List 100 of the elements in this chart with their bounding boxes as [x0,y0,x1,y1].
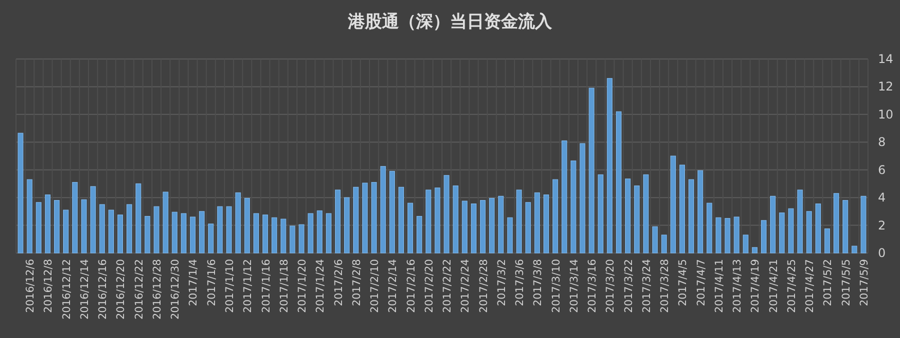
bar [806,211,812,254]
bar [470,204,477,254]
x-tick-label: 2017/1/24 [314,258,327,313]
x-tick-label: 2017/3/2 [496,259,508,306]
bar [516,190,522,254]
bar [326,213,332,254]
x-tick-label: 2017/5/5 [840,259,852,306]
bar [280,218,286,254]
bar [416,216,422,254]
bar [598,174,604,254]
bar [407,202,414,254]
bar [444,175,450,254]
bar [362,182,368,254]
bar [72,182,78,254]
x-tick-label: 2017/1/16 [260,258,272,313]
bar [180,213,186,254]
bar [679,164,685,254]
x-tick-label: 2017/2/10 [369,259,382,313]
x-tick-label: 2017/4/25 [786,259,798,313]
y-tick-label: 8 [878,135,886,150]
bar [54,200,60,254]
bar [489,198,495,254]
bar [606,78,612,254]
bar [208,224,214,254]
bar [562,140,568,254]
bar [126,204,132,254]
bar [334,190,341,254]
y-tick-label: 6 [878,162,886,177]
bar [815,204,821,254]
x-tick-label: 2017/1/18 [278,259,290,313]
bar [99,204,105,254]
bar [752,247,758,254]
bar [588,88,594,254]
bar [634,185,640,254]
x-tick-label: 2017/3/8 [532,259,544,306]
bar [498,196,504,254]
bar [625,178,631,254]
bar [760,220,767,254]
x-tick-label: 2017/4/7 [695,259,708,306]
bar [698,170,704,254]
bar [190,216,196,254]
bar [570,160,576,254]
x-tick-label: 2017/1/4 [188,258,200,306]
bar [706,202,712,254]
bar [217,206,223,254]
bar [308,213,314,254]
x-tick-label: 2017/3/10 [550,259,562,313]
x-tick-label: 2017/2/28 [478,259,490,313]
bar [253,213,259,254]
bar [842,200,848,254]
x-tick-label: 2017/2/20 [423,259,436,313]
x-tick-label: 2017/4/11 [713,259,726,313]
x-tick-label: 2017/3/16 [586,258,599,313]
bar [652,226,658,254]
x-tick-label: 2017/3/14 [568,258,580,313]
bar [235,192,241,254]
bar [244,198,250,254]
bar [144,216,150,254]
x-tick-label: 2017/2/6 [332,258,345,306]
bar [26,179,32,254]
x-tick-label: 2017/4/5 [677,259,690,306]
bar [226,206,232,254]
bar [779,212,785,254]
y-tick-label: 12 [878,80,894,94]
bar [353,186,359,254]
bar [36,202,42,254]
x-tick-label: 2017/2/22 [442,259,454,313]
bar [670,156,676,254]
bar [426,190,432,254]
bar [616,111,622,254]
bar [833,193,840,254]
bar [272,217,278,254]
bar [462,200,468,254]
bar [81,199,87,254]
x-tick-label: 2017/3/24 [640,258,653,313]
bar [380,166,386,254]
bar [172,212,178,254]
bar [724,218,730,254]
bar [661,234,667,254]
bar [434,188,440,254]
bar [371,182,377,254]
x-tick-label: 2017/2/24 [460,258,472,313]
x-tick-label: 2016/12/14 [78,258,91,320]
bar [543,194,550,254]
x-tick-label: 2017/1/10 [224,259,236,313]
bar [716,217,722,254]
x-tick-label: 2016/12/6 [24,258,37,313]
y-tick-label: 2 [878,218,886,232]
bar [580,143,586,254]
x-tick-label: 2017/2/14 [387,258,400,313]
x-tick-label: 2016/12/20 [115,259,128,320]
bar [525,202,531,254]
x-tick-label: 2017/2/16 [405,258,418,313]
bar [507,217,513,254]
y-tick-label: 14 [878,52,894,66]
bar [389,170,395,254]
x-tick-label: 2017/4/19 [750,259,762,313]
bar [788,208,794,254]
bar [824,228,830,254]
x-tick-label: 2017/4/13 [732,259,744,313]
